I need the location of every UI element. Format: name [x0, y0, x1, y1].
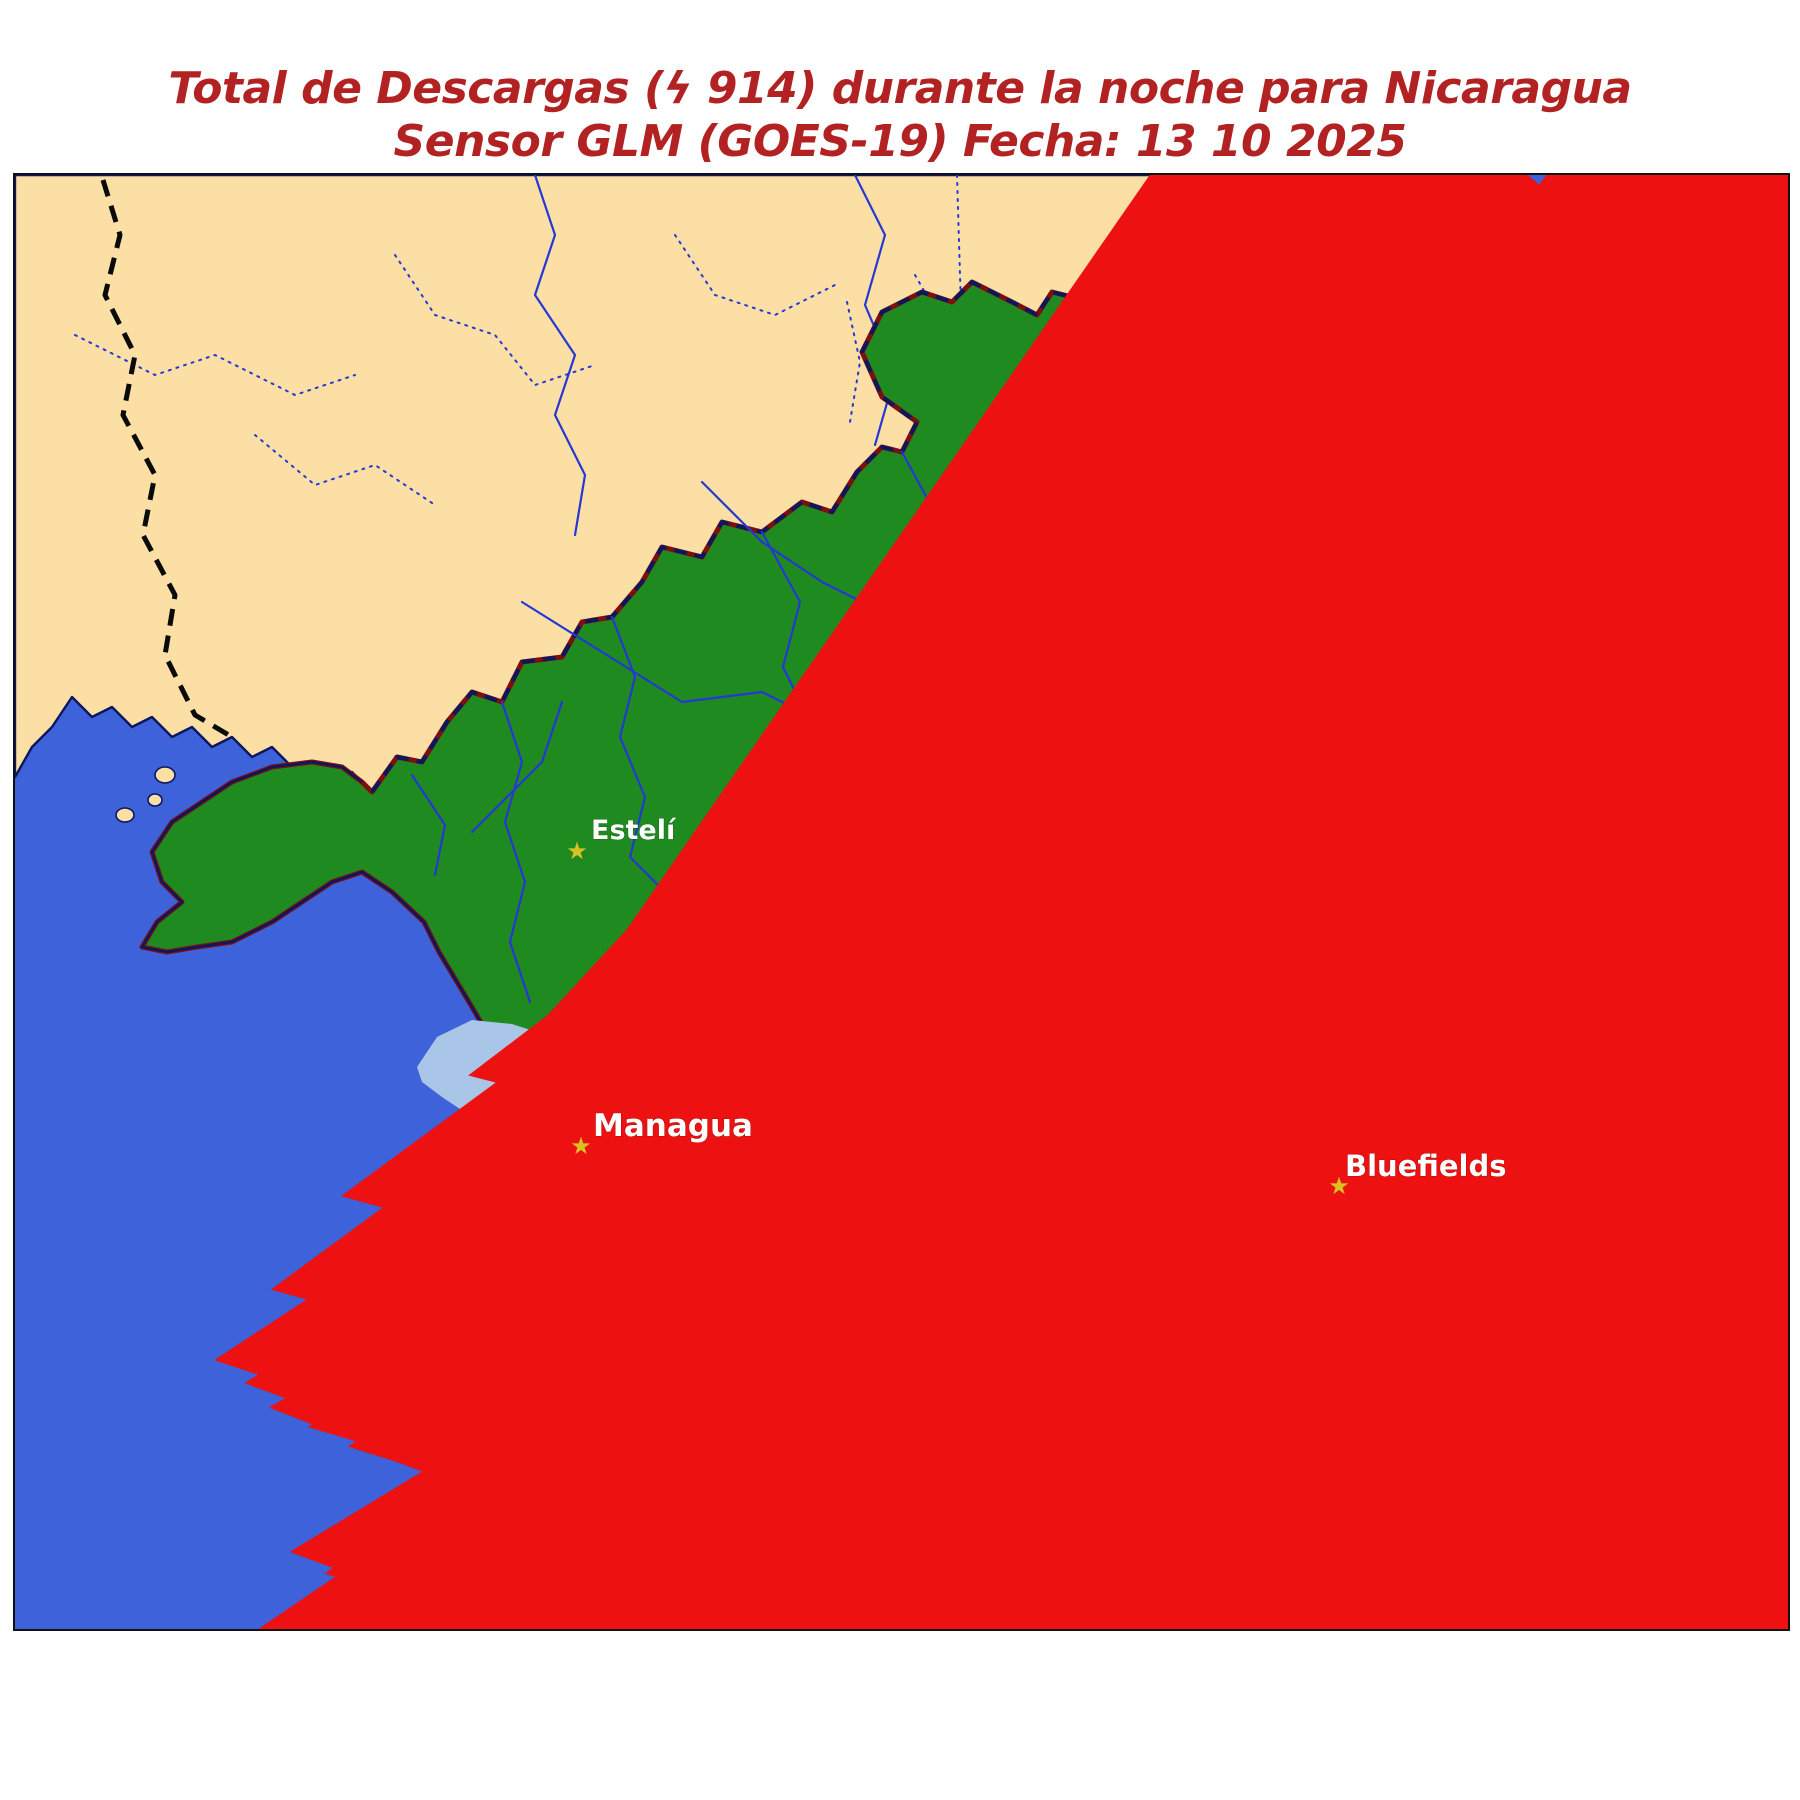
department-boundary [610, 615, 647, 859]
honduras-admin-line [674, 234, 836, 317]
esteli-label: Estelí [591, 815, 677, 846]
gulf-island [147, 793, 163, 807]
honduras-admin-line [254, 434, 436, 506]
title-line-1: Total de Descargas (ϟ 914) durante la no… [168, 63, 1632, 114]
city-marker-esteli: ★ Estelí [566, 815, 677, 866]
managua-star-icon: ★ [570, 1132, 592, 1160]
esteli-star-icon: ★ [566, 837, 588, 865]
bluefields-star-icon: ★ [1328, 1172, 1350, 1200]
honduras-admin-line [74, 334, 356, 397]
map-frame: ★ Estelí ★ Managua ★ Bluefields [13, 173, 1790, 1631]
rio-esteli [470, 700, 564, 834]
title-line-2: Sensor GLM (GOES-19) Fecha: 13 10 2025 [393, 116, 1407, 167]
gulf-island [115, 807, 135, 823]
honduras-river [533, 175, 587, 537]
bluefields-label: Bluefields [1345, 1149, 1506, 1183]
nicaragua-map: ★ Estelí ★ Managua ★ Bluefields [15, 175, 1788, 1629]
honduras-admin-line [394, 254, 596, 387]
department-boundary [500, 700, 532, 1004]
gulf-island [154, 766, 176, 784]
city-marker-bluefields: ★ Bluefields [1328, 1149, 1507, 1201]
city-marker-managua: ★ Managua [570, 1108, 753, 1161]
managua-label: Managua [593, 1108, 753, 1144]
el-salvador-honduras-border [100, 179, 234, 740]
department-boundary [410, 773, 447, 877]
figure-title: Total de Descargas (ϟ 914) durante la no… [0, 62, 1800, 168]
